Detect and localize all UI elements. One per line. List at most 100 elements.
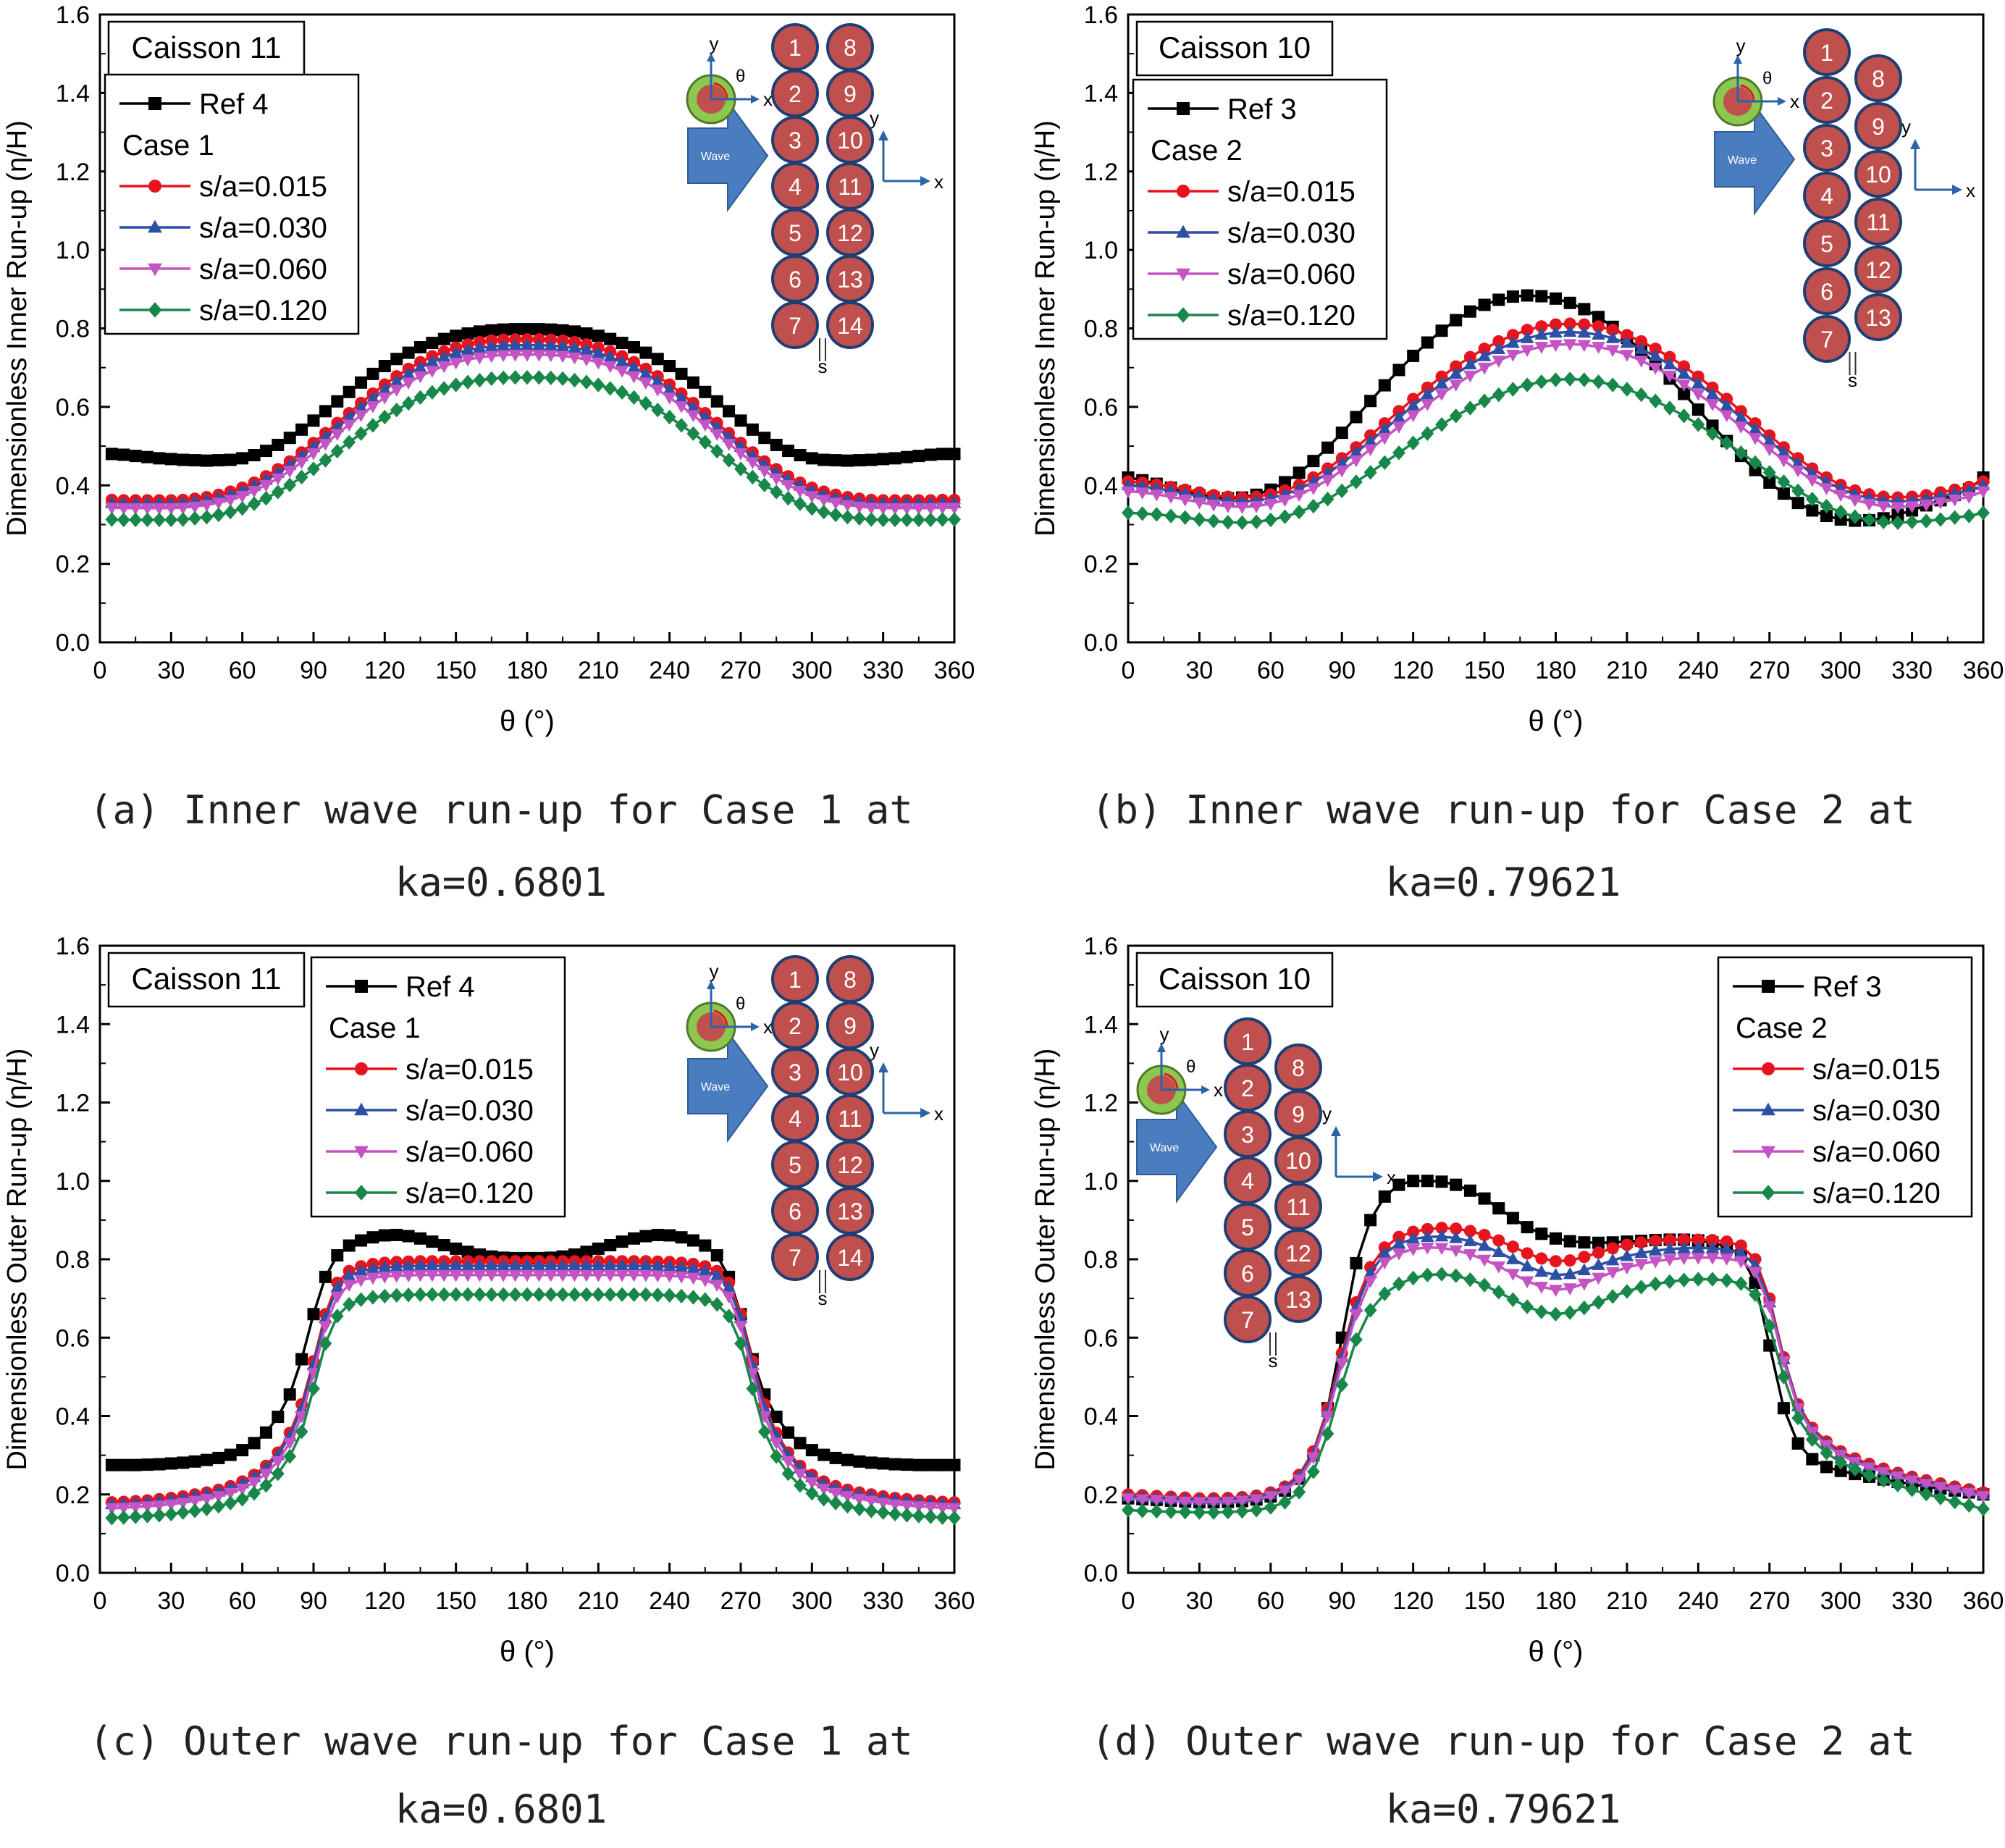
data-point bbox=[473, 352, 487, 365]
data-point bbox=[663, 1288, 676, 1303]
data-point bbox=[877, 1457, 890, 1470]
caisson-circle bbox=[1854, 54, 1902, 102]
data-point bbox=[177, 453, 190, 466]
data-point bbox=[319, 405, 332, 418]
data-point bbox=[283, 432, 296, 445]
data-point bbox=[1321, 1426, 1334, 1442]
data-point bbox=[876, 1498, 891, 1510]
y-tick-label: 1.4 bbox=[56, 1011, 90, 1038]
data-point bbox=[947, 503, 962, 515]
data-point bbox=[663, 360, 676, 373]
y-tick-label: 0.0 bbox=[1084, 629, 1118, 657]
data-point bbox=[1563, 1305, 1577, 1320]
x-tick-labels: 0 30 60 90 120 150 180 210 240 270 300 330 360 bbox=[93, 657, 975, 684]
wave-arrow-icon bbox=[687, 98, 769, 213]
data-point bbox=[1805, 492, 1819, 507]
data-point bbox=[1748, 421, 1762, 434]
data-point bbox=[259, 490, 273, 506]
data-point bbox=[1834, 1464, 1847, 1477]
theta-label: θ bbox=[736, 994, 745, 1014]
x-axis-title: θ (°) bbox=[500, 1636, 555, 1668]
caisson-number: 8 bbox=[1872, 66, 1885, 92]
caisson-number: 12 bbox=[1285, 1240, 1311, 1267]
data-point bbox=[211, 1491, 226, 1503]
data-point bbox=[805, 501, 819, 516]
data-point bbox=[757, 1424, 771, 1440]
y-tick-label: 0.8 bbox=[1084, 1246, 1118, 1274]
data-point bbox=[390, 1259, 404, 1272]
data-point bbox=[1164, 508, 1177, 524]
data-point bbox=[1534, 1264, 1549, 1277]
y-tick-label: 0.2 bbox=[56, 1482, 90, 1509]
data-point bbox=[1706, 419, 1719, 432]
x-tick-label: 270 bbox=[720, 1587, 762, 1615]
data-point bbox=[449, 357, 463, 370]
x-axis-title: θ (°) bbox=[1529, 1636, 1584, 1668]
data-point bbox=[698, 419, 713, 432]
data-point bbox=[402, 1288, 416, 1303]
caisson-label: Caisson 11 bbox=[131, 962, 281, 996]
data-point bbox=[1705, 1253, 1720, 1265]
data-point bbox=[497, 1287, 510, 1302]
data-point bbox=[177, 1456, 190, 1469]
data-point bbox=[283, 1449, 297, 1464]
series-s060 bbox=[1121, 339, 1991, 514]
caisson-number: 1 bbox=[1241, 1029, 1254, 1055]
data-point bbox=[579, 1269, 594, 1282]
data-point bbox=[651, 1228, 664, 1241]
data-point bbox=[912, 512, 925, 528]
data-point bbox=[450, 329, 463, 343]
data-point bbox=[1306, 1452, 1321, 1465]
data-point bbox=[484, 339, 499, 352]
data-point bbox=[295, 423, 308, 436]
data-point bbox=[425, 385, 439, 400]
data-point bbox=[1691, 1240, 1705, 1253]
data-point bbox=[710, 1297, 724, 1312]
gap-label: s bbox=[818, 1288, 828, 1309]
data-point bbox=[782, 1426, 795, 1439]
data-point bbox=[1977, 505, 1990, 521]
data-point bbox=[449, 345, 463, 358]
data-point bbox=[1363, 465, 1377, 480]
data-point bbox=[639, 395, 652, 411]
data-point bbox=[1164, 1504, 1177, 1519]
data-point bbox=[1377, 421, 1392, 434]
data-point bbox=[1135, 487, 1150, 500]
data-point bbox=[117, 512, 130, 528]
x-tick-label: 240 bbox=[1678, 1587, 1719, 1615]
caisson-number: 4 bbox=[789, 1106, 802, 1132]
data-point bbox=[663, 382, 677, 395]
data-point bbox=[1334, 465, 1349, 478]
data-point bbox=[271, 484, 285, 500]
data-point bbox=[1377, 1246, 1392, 1259]
local-x-label: x bbox=[763, 1016, 773, 1038]
data-point bbox=[153, 1458, 166, 1471]
arrowhead-icon bbox=[1733, 55, 1742, 64]
data-point bbox=[449, 1269, 463, 1282]
data-point bbox=[841, 1491, 854, 1503]
caisson-circle bbox=[1803, 76, 1851, 124]
data-point bbox=[556, 371, 570, 387]
data-point bbox=[1349, 455, 1363, 468]
data-point bbox=[1691, 389, 1705, 401]
data-point bbox=[675, 367, 688, 380]
data-point bbox=[804, 1477, 819, 1490]
data-point bbox=[1534, 1304, 1548, 1319]
y-tick-label: 0.4 bbox=[56, 1403, 90, 1431]
data-point bbox=[484, 1287, 498, 1302]
data-point bbox=[912, 1501, 926, 1513]
data-point bbox=[1377, 1257, 1392, 1270]
data-point bbox=[544, 1287, 558, 1302]
data-point bbox=[722, 1309, 736, 1324]
data-point bbox=[1962, 508, 1976, 524]
data-point bbox=[271, 1466, 285, 1482]
y-tick-label: 0.0 bbox=[56, 1560, 90, 1587]
data-point bbox=[1463, 1225, 1476, 1238]
data-point bbox=[1677, 379, 1691, 392]
data-point bbox=[1321, 474, 1334, 487]
data-point bbox=[1449, 1245, 1463, 1258]
data-point bbox=[1592, 1236, 1605, 1249]
data-point bbox=[1521, 324, 1534, 337]
data-point bbox=[1378, 379, 1391, 392]
